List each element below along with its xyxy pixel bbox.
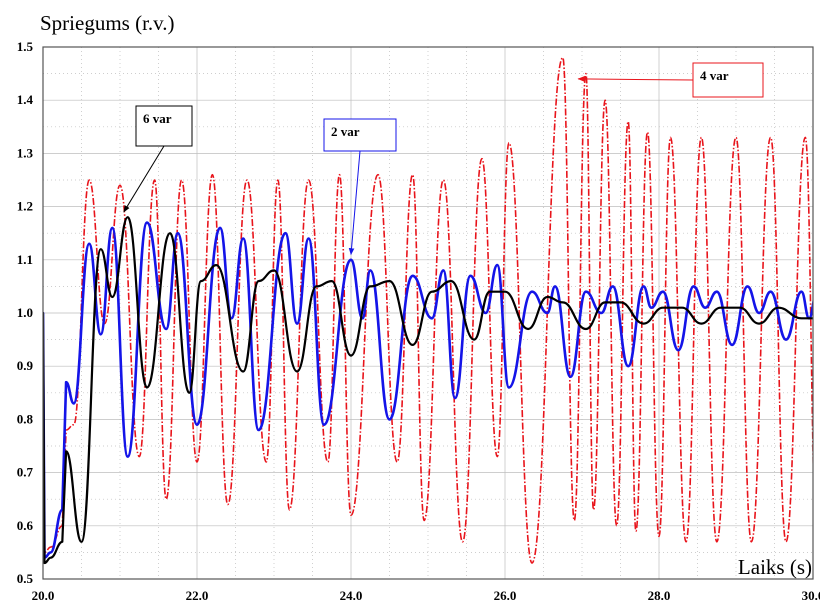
annotation-arrow: [123, 145, 165, 213]
y-tick-label: 1.2: [17, 199, 33, 214]
annotation-arrow: [577, 76, 694, 82]
annotation-box: [135, 105, 193, 147]
annotation-4-var: 4 var: [577, 62, 764, 98]
y-axis-title: Spriegums (r.v.): [40, 11, 175, 35]
y-tick-label: 0.9: [17, 358, 34, 373]
y-tick-labels: 0.5 0.6 0.7 0.8 0.9 1.0 1.1 1.2 1.3 1.4 1.5: [17, 39, 34, 586]
x-tick-label: 20.0: [32, 588, 55, 603]
y-tick-label: 1.5: [17, 39, 34, 54]
y-tick-label: 1.4: [17, 92, 34, 107]
series-layer: [43, 56, 813, 565]
annotation-label: 4 var: [700, 68, 729, 83]
annotation-label: 2 var: [331, 124, 360, 139]
x-axis-title: Laiks (s): [738, 555, 812, 579]
annotation-arrow: [348, 150, 361, 256]
series-line-4-var: [43, 56, 813, 564]
y-tick-label: 0.7: [17, 465, 34, 480]
x-tick-labels: 20.0 22.0 24.0 26.0 28.0 30.0: [32, 588, 820, 603]
y-tick-label: 0.8: [17, 411, 34, 426]
annotation-label: 6 var: [143, 111, 172, 126]
series-line-2-var: [43, 221, 813, 559]
x-tick-label: 24.0: [340, 588, 363, 603]
x-tick-label: 26.0: [494, 588, 517, 603]
annotation-box: [692, 62, 764, 98]
x-tick-label: 28.0: [648, 588, 671, 603]
x-tick-label: 30.0: [802, 588, 820, 603]
plot-frame: [42, 46, 814, 580]
y-tick-label: 1.0: [17, 305, 33, 320]
annotation-2-var: 2 var: [323, 118, 397, 256]
annotations: 6 var 2 var 4 var: [123, 62, 764, 256]
y-tick-label: 0.6: [17, 518, 34, 533]
annotation-6-var: 6 var: [123, 105, 193, 213]
y-tick-label: 1.1: [17, 252, 33, 267]
y-tick-label: 1.3: [17, 145, 34, 160]
x-tick-label: 22.0: [186, 588, 209, 603]
y-tick-label: 0.5: [17, 571, 34, 586]
series-line-6-var: [43, 216, 813, 565]
